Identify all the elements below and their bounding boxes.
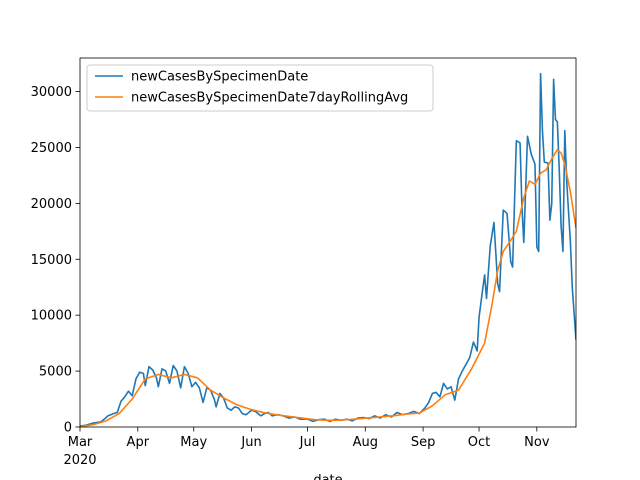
legend-label-rolling: newCasesBySpecimenDate7dayRollingAvg <box>131 91 408 106</box>
x-tick-label: Apr <box>127 435 150 450</box>
x-tick-label: Nov <box>524 435 550 450</box>
x-tick-label: Mar <box>68 435 93 450</box>
x-year-label: 2020 <box>63 453 96 468</box>
y-axis: 0 5000 10000 15000 20000 25000 30000 <box>31 85 80 436</box>
y-tick-label: 15000 <box>31 253 72 268</box>
legend-label-daily: newCasesBySpecimenDate <box>131 70 308 85</box>
y-tick-label: 30000 <box>31 85 72 100</box>
x-tick-label: Jun <box>240 435 261 450</box>
series-line-daily <box>80 72 576 427</box>
axes-frame <box>79 57 577 428</box>
plot-area <box>80 72 576 427</box>
x-tick-label: Sep <box>411 435 436 450</box>
x-tick-label: Aug <box>353 435 378 450</box>
y-tick-label: 0 <box>64 421 72 436</box>
y-tick-label: 20000 <box>31 197 72 212</box>
x-axis-title: date <box>313 473 342 480</box>
y-tick-label: 5000 <box>39 365 72 380</box>
x-axis: Mar Apr May Jun Jul Aug Sep Oct Nov 2020 <box>63 427 550 468</box>
legend: newCasesBySpecimenDate newCasesBySpecime… <box>86 64 434 112</box>
x-tick-label: Oct <box>468 435 490 450</box>
x-tick-label: May <box>180 435 207 450</box>
x-tick-label: Jul <box>299 435 316 450</box>
y-tick-label: 10000 <box>31 309 72 324</box>
series-line-rolling <box>80 148 576 427</box>
legend-box <box>86 64 434 112</box>
y-tick-label: 25000 <box>31 141 72 156</box>
